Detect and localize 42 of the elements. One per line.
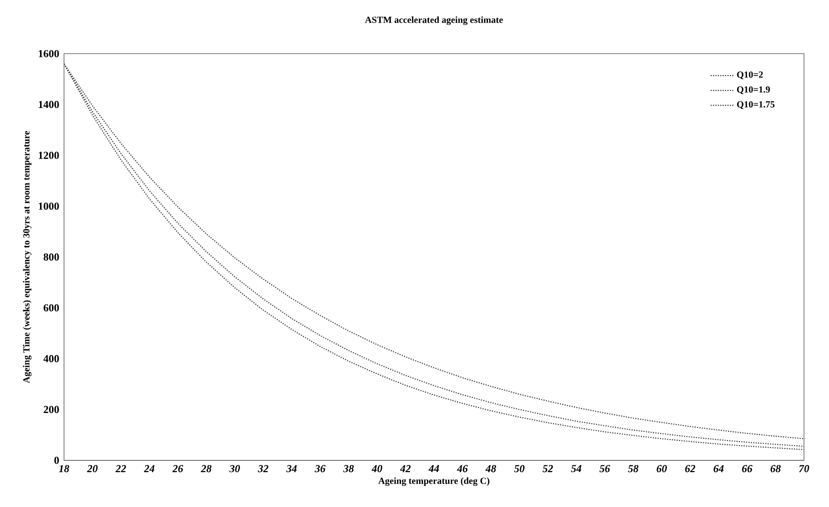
x-tick-label: 36	[314, 465, 326, 472]
x-tick-label: 34	[286, 465, 297, 472]
x-tick-label: 24	[144, 465, 154, 472]
y-tick-label: 600	[44, 304, 59, 312]
y-tick-label: 400	[43, 355, 59, 362]
x-tick-label: 58	[628, 465, 638, 472]
y-tick-label: 0	[54, 456, 59, 464]
legend-label: Q10=1.75	[737, 101, 775, 109]
x-tick-label: 28	[200, 465, 212, 472]
x-tick-label: 60	[656, 465, 667, 472]
y-tick-label: 800	[44, 253, 59, 261]
x-tick-label: 62	[685, 465, 696, 472]
y-tick-label: 1400	[38, 100, 59, 108]
y-axis-title: Ageing Time (weeks) equivalency to 30yrs at room temperature	[22, 131, 32, 384]
x-tick-label: 68	[770, 465, 781, 472]
x-tick-label: 54	[571, 465, 582, 472]
x-tick-label: 18	[58, 465, 70, 472]
x-tick-label: 44	[428, 465, 440, 472]
x-tick-label: 48	[485, 465, 496, 472]
x-tick-label: 32	[258, 465, 268, 472]
x-tick-label: 22	[115, 465, 126, 472]
x-tick-label: 40	[372, 465, 382, 472]
y-tick-label: 1600	[38, 50, 59, 58]
x-tick-label: 70	[799, 465, 810, 472]
x-tick-label: 66	[742, 465, 752, 472]
x-tick-label: 64	[714, 465, 724, 472]
x-tick-label: 46	[456, 465, 468, 472]
x-tick-label: 20	[87, 465, 98, 472]
y-tick-label: 1000	[38, 202, 59, 210]
x-tick-label: 26	[172, 465, 184, 472]
x-axis-title: Ageing temperature (deg C)	[378, 477, 490, 486]
x-tick-label: 30	[229, 465, 240, 472]
x-tick-label: 38	[343, 465, 354, 472]
x-tick-label: 52	[542, 465, 553, 472]
y-tick-label: 1200	[38, 152, 59, 159]
y-tick-label: 200	[44, 406, 59, 414]
chart-title: ASTM accelerated ageing estimate	[365, 16, 503, 25]
x-tick-label: 56	[600, 465, 610, 472]
x-tick-label: 42	[400, 465, 411, 472]
legend-label: Q10=2	[737, 71, 763, 80]
x-tick-label: 50	[514, 465, 525, 472]
legend-label: Q10=1.9	[737, 86, 770, 94]
